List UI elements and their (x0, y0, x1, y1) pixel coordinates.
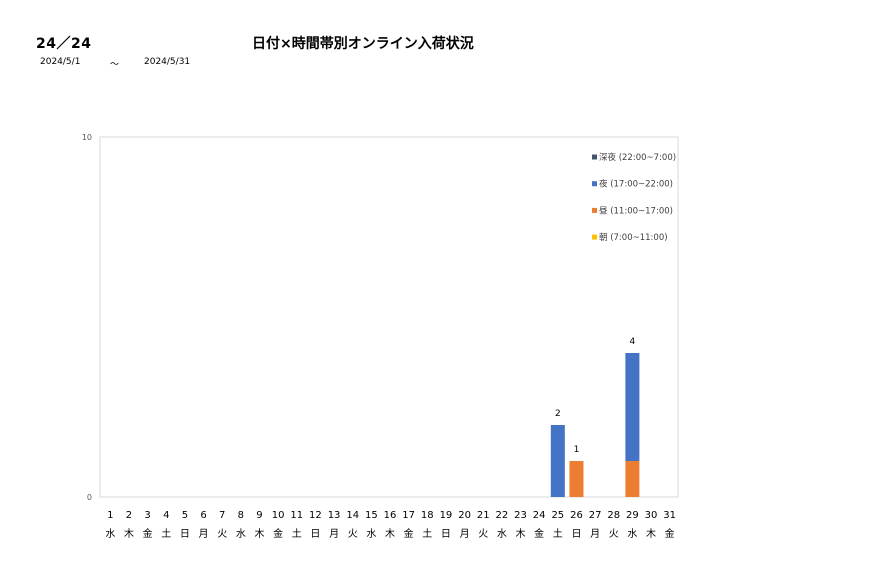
x-tick-label: 24 (533, 510, 546, 521)
x-tick-label: 11 (290, 510, 303, 521)
x-tick-weekday: 水 (105, 528, 115, 540)
bar-segment (625, 353, 640, 461)
legend-label: 深夜 (22:00~7:00) (599, 152, 676, 163)
x-tick-label: 1 (107, 510, 113, 521)
bar-segment (550, 425, 565, 497)
x-tick-label: 6 (200, 510, 206, 521)
x-tick-weekday: 金 (665, 527, 675, 540)
x-tick-label: 15 (365, 510, 378, 521)
x-tick-weekday: 金 (534, 527, 544, 540)
report-title: 日付×時間帯別オンライン入荷状況 (252, 36, 474, 52)
x-tick-label: 8 (238, 510, 244, 521)
x-tick-weekday: 火 (478, 528, 488, 540)
legend-label: 昼 (11:00~17:00) (599, 206, 673, 216)
x-tick-label: 23 (514, 510, 527, 521)
bar-total-label: 1 (574, 445, 580, 455)
x-tick-weekday: 水 (627, 528, 637, 540)
bar-total-label: 2 (555, 409, 561, 419)
x-tick-weekday: 日 (571, 529, 581, 540)
x-tick-weekday: 日 (441, 529, 451, 540)
x-tick-label: 4 (163, 510, 169, 521)
x-tick-label: 9 (256, 510, 262, 521)
x-tick-weekday: 金 (143, 527, 153, 540)
x-tick-label: 26 (570, 510, 583, 521)
date-to: 2024/5/31 (144, 57, 191, 67)
x-tick-weekday: 木 (254, 528, 264, 540)
x-tick-weekday: 日 (180, 529, 190, 540)
x-tick-label: 16 (384, 510, 397, 521)
x-tick-label: 22 (496, 510, 509, 521)
x-tick-label: 14 (346, 510, 359, 521)
x-tick-label: 28 (607, 510, 620, 521)
x-tick-weekday: 土 (292, 527, 302, 540)
x-tick-label: 18 (421, 510, 434, 521)
x-tick-label: 5 (182, 510, 188, 521)
x-tick-weekday: 土 (161, 527, 171, 540)
x-tick-weekday: 木 (385, 528, 395, 540)
legend-label: 夜 (17:00~22:00) (599, 179, 673, 190)
legend-swatch (592, 234, 597, 240)
bar-segment (569, 461, 584, 497)
legend-swatch (592, 207, 597, 213)
x-tick-weekday: 木 (124, 528, 134, 540)
x-tick-weekday: 木 (516, 528, 526, 540)
x-tick-label: 31 (663, 510, 676, 521)
x-tick-weekday: 月 (199, 528, 209, 540)
x-tick-label: 19 (440, 510, 453, 521)
x-tick-weekday: 水 (236, 528, 246, 540)
x-tick-weekday: 金 (273, 527, 283, 540)
legend-swatch (592, 154, 597, 160)
x-tick-label: 29 (626, 510, 639, 521)
x-tick-label: 25 (551, 510, 564, 521)
x-tick-label: 3 (144, 510, 150, 521)
x-tick-weekday: 月 (590, 528, 600, 540)
x-tick-weekday: 火 (609, 528, 619, 540)
y-tick-label: 10 (82, 133, 92, 142)
legend-label: 朝 (7:00~11:00) (599, 233, 668, 243)
x-tick-label: 10 (272, 510, 285, 521)
x-tick-weekday: 金 (404, 527, 414, 540)
bar-total-label: 4 (630, 337, 636, 347)
legend-swatch (592, 181, 597, 187)
x-tick-weekday: 水 (366, 528, 376, 540)
x-tick-weekday: 水 (497, 528, 507, 540)
x-tick-label: 7 (219, 510, 225, 521)
y-tick-label: 0 (87, 493, 92, 502)
x-tick-weekday: 土 (553, 527, 563, 540)
date-separator: ～ (110, 60, 120, 70)
x-tick-label: 17 (402, 510, 415, 521)
x-tick-label: 20 (458, 510, 471, 521)
x-tick-weekday: 木 (646, 528, 656, 540)
x-tick-weekday: 火 (217, 528, 227, 540)
x-tick-weekday: 月 (329, 528, 339, 540)
x-tick-label: 30 (645, 510, 658, 521)
x-tick-label: 27 (589, 510, 602, 521)
x-tick-weekday: 火 (348, 528, 358, 540)
bar-segment (625, 461, 640, 497)
report-code: 24／24 (36, 36, 92, 52)
x-tick-weekday: 土 (422, 527, 432, 540)
date-from: 2024/5/1 (40, 57, 81, 67)
x-tick-label: 13 (328, 510, 341, 521)
plot-area (99, 136, 679, 498)
x-tick-label: 12 (309, 510, 322, 521)
x-tick-label: 2 (126, 510, 132, 521)
x-tick-label: 21 (477, 510, 490, 521)
x-tick-weekday: 月 (460, 528, 470, 540)
x-tick-weekday: 日 (310, 529, 320, 540)
